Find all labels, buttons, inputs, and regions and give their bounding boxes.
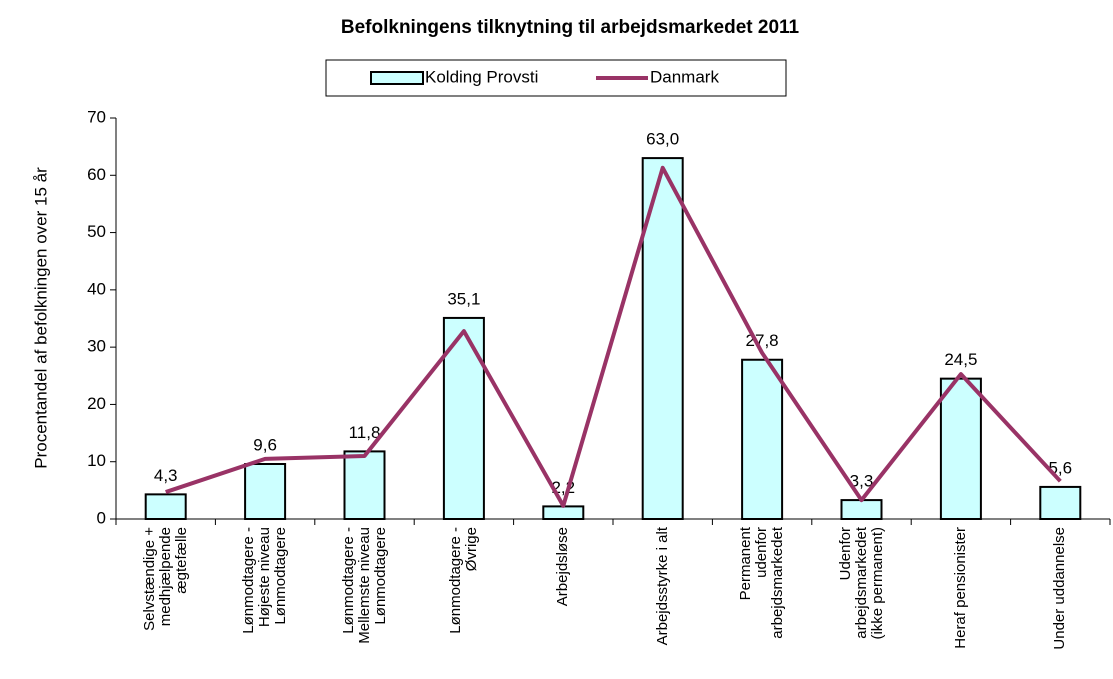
data-label: 63,0 [646,130,679,149]
y-tick-label: 30 [87,337,106,356]
data-label: 24,5 [944,350,977,369]
data-label: 9,6 [253,435,277,454]
legend-swatch [370,71,424,85]
y-tick-label: 60 [87,165,106,184]
y-tick-label: 50 [87,222,106,241]
x-tick-label: Heraf pensionister [951,527,969,649]
data-label: 4,3 [154,466,178,485]
x-tick-label: Lønmodtagere - Mellemste niveau Lønmodta… [339,527,389,644]
x-tick-label: Arbejdsstyrke i alt [653,527,671,646]
x-tick-label: Selvstændige + medhjælpende ægtefælle [140,527,190,631]
y-tick-label: 10 [87,451,106,470]
y-tick-label: 70 [87,107,106,126]
x-tick-label: Lønmodtagere - Højeste niveau Lønmodtage… [240,527,290,634]
bar [741,358,784,521]
bar [244,463,287,520]
line-series [165,165,1062,508]
bar [144,493,187,521]
x-tick-label: Arbejdsløse [554,527,572,607]
x-tick-label: Lønmodtagere - Øvrige [446,527,480,634]
x-tick-label: Under uddannelse [1051,527,1069,650]
data-label: 11,8 [349,423,381,442]
bar [542,505,585,521]
x-tick-label: Permanent udenfor arbejdsmarkedet [737,527,787,639]
data-label: 3,3 [850,472,874,491]
y-tick-label: 0 [97,508,106,527]
bar [343,450,386,521]
legend-label: Danmark [650,67,719,86]
y-axis-label: Procentandel af befolkningen over 15 år [31,167,50,469]
chart-title: Befolkningens tilknytning til arbejdsmar… [341,17,800,38]
x-tick-label: Udenfor arbejdsmarkedet (ikke permanent) [836,527,886,640]
data-label: 35,1 [447,289,480,308]
bar [939,377,982,520]
legend-label: Kolding Provsti [425,67,538,86]
y-tick-label: 20 [87,394,106,413]
bar [840,499,883,520]
y-tick-label: 40 [87,279,106,298]
bar [1039,485,1082,521]
